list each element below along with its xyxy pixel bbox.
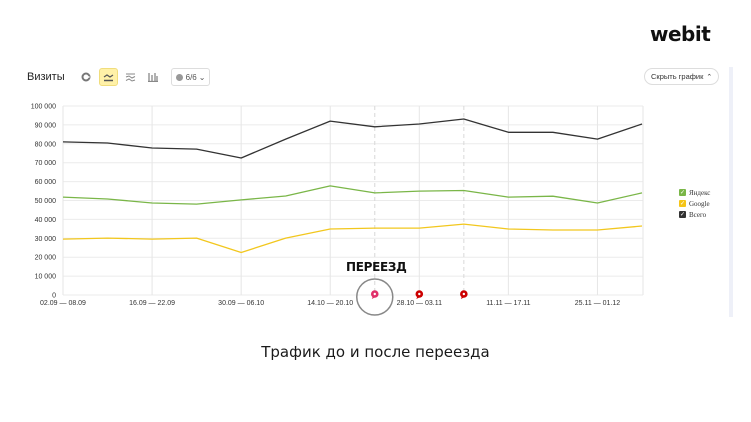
x-tick-label: 16.09 — 22.09 (129, 300, 175, 307)
chart-toolbar: Визиты 6/6 ⌄ (27, 67, 211, 87)
x-tick-label: 28.10 — 03.11 (397, 300, 443, 307)
legend-label: Всего (689, 210, 707, 219)
area-chart-icon (125, 73, 135, 82)
y-tick-label: 40 000 (35, 217, 57, 224)
checkbox-icon[interactable]: ✓ (679, 189, 686, 196)
chart-legend: ✓ Яндекс ✓ Google ✓ Всего (679, 187, 710, 220)
pie-chart-button[interactable] (77, 68, 96, 86)
y-tick-label: 20 000 (35, 255, 57, 262)
visits-line-chart: 0 10 000 20 000 30 000 40 000 50 000 60 000 70 … (31, 104, 644, 316)
legend-item-google[interactable]: ✓ Google (679, 198, 710, 209)
checkbox-icon[interactable]: ✓ (679, 211, 686, 218)
legend-label: Яндекс (689, 188, 711, 197)
y-tick-label: 50 000 (35, 198, 57, 205)
series-line[interactable] (62, 118, 643, 159)
y-tick-label: 100 000 (31, 104, 56, 111)
bar-chart-button[interactable] (143, 68, 162, 86)
hide-chart-label: Скрыть график (651, 72, 704, 81)
y-tick-label: 90 000 (35, 122, 57, 129)
x-tick-label: 14.10 — 20.10 (307, 300, 353, 307)
legend-label: Google (689, 199, 710, 208)
series-line[interactable] (62, 185, 643, 205)
x-tick-label: 25.11 — 01.12 (575, 300, 621, 307)
scrollbar-track[interactable] (729, 67, 733, 317)
x-axis-labels: 02.09 — 08.09 16.09 — 22.09 30.09 — 06.10 1… (40, 300, 620, 307)
hide-chart-button[interactable]: Скрыть график ⌃ (644, 68, 720, 85)
y-axis-labels: 0 10 000 20 000 30 000 40 000 50 000 60 000 70 … (31, 104, 56, 300)
slide-caption: Трафик до и после переезда (261, 343, 490, 361)
chevron-up-icon: ⌃ (706, 73, 713, 81)
note-marker-icon[interactable] (370, 290, 379, 299)
webit-logo: webit (650, 22, 711, 46)
line-chart-icon (103, 74, 113, 82)
y-tick-label: 0 (52, 293, 56, 300)
y-tick-label: 80 000 (35, 141, 57, 148)
checkbox-icon[interactable]: ✓ (679, 200, 686, 207)
legend-item-yandex[interactable]: ✓ Яндекс (679, 187, 710, 198)
line-chart-button[interactable] (98, 68, 118, 86)
note-marker-icon[interactable] (415, 290, 424, 299)
move-annotation-label: ПЕРЕЕЗД (346, 260, 407, 274)
metric-title: Визиты (27, 71, 65, 83)
legend-item-total[interactable]: ✓ Всего (679, 209, 710, 220)
chevron-down-icon: ⌄ (198, 72, 206, 82)
highlight-circle (356, 278, 394, 316)
y-tick-label: 60 000 (35, 179, 57, 186)
pie-chart-icon (81, 72, 91, 82)
bar-chart-icon (147, 73, 158, 82)
y-tick-label: 10 000 (35, 274, 57, 281)
area-chart-button[interactable] (121, 68, 140, 86)
note-marker-icon[interactable] (460, 290, 468, 299)
chart-annotation-markers (356, 278, 468, 316)
notes-count: 6/6 (185, 72, 197, 82)
comment-bubble-icon (175, 73, 183, 81)
x-tick-label: 11.11 — 17.11 (486, 300, 530, 307)
notes-filter-select[interactable]: 6/6 ⌄ (170, 68, 211, 86)
series-line[interactable] (62, 223, 643, 254)
y-tick-label: 70 000 (35, 160, 57, 167)
x-tick-label: 30.09 — 06.10 (218, 300, 264, 307)
chart-series (62, 118, 643, 254)
y-tick-label: 30 000 (35, 236, 57, 243)
x-tick-label: 02.09 — 08.09 (40, 300, 86, 307)
